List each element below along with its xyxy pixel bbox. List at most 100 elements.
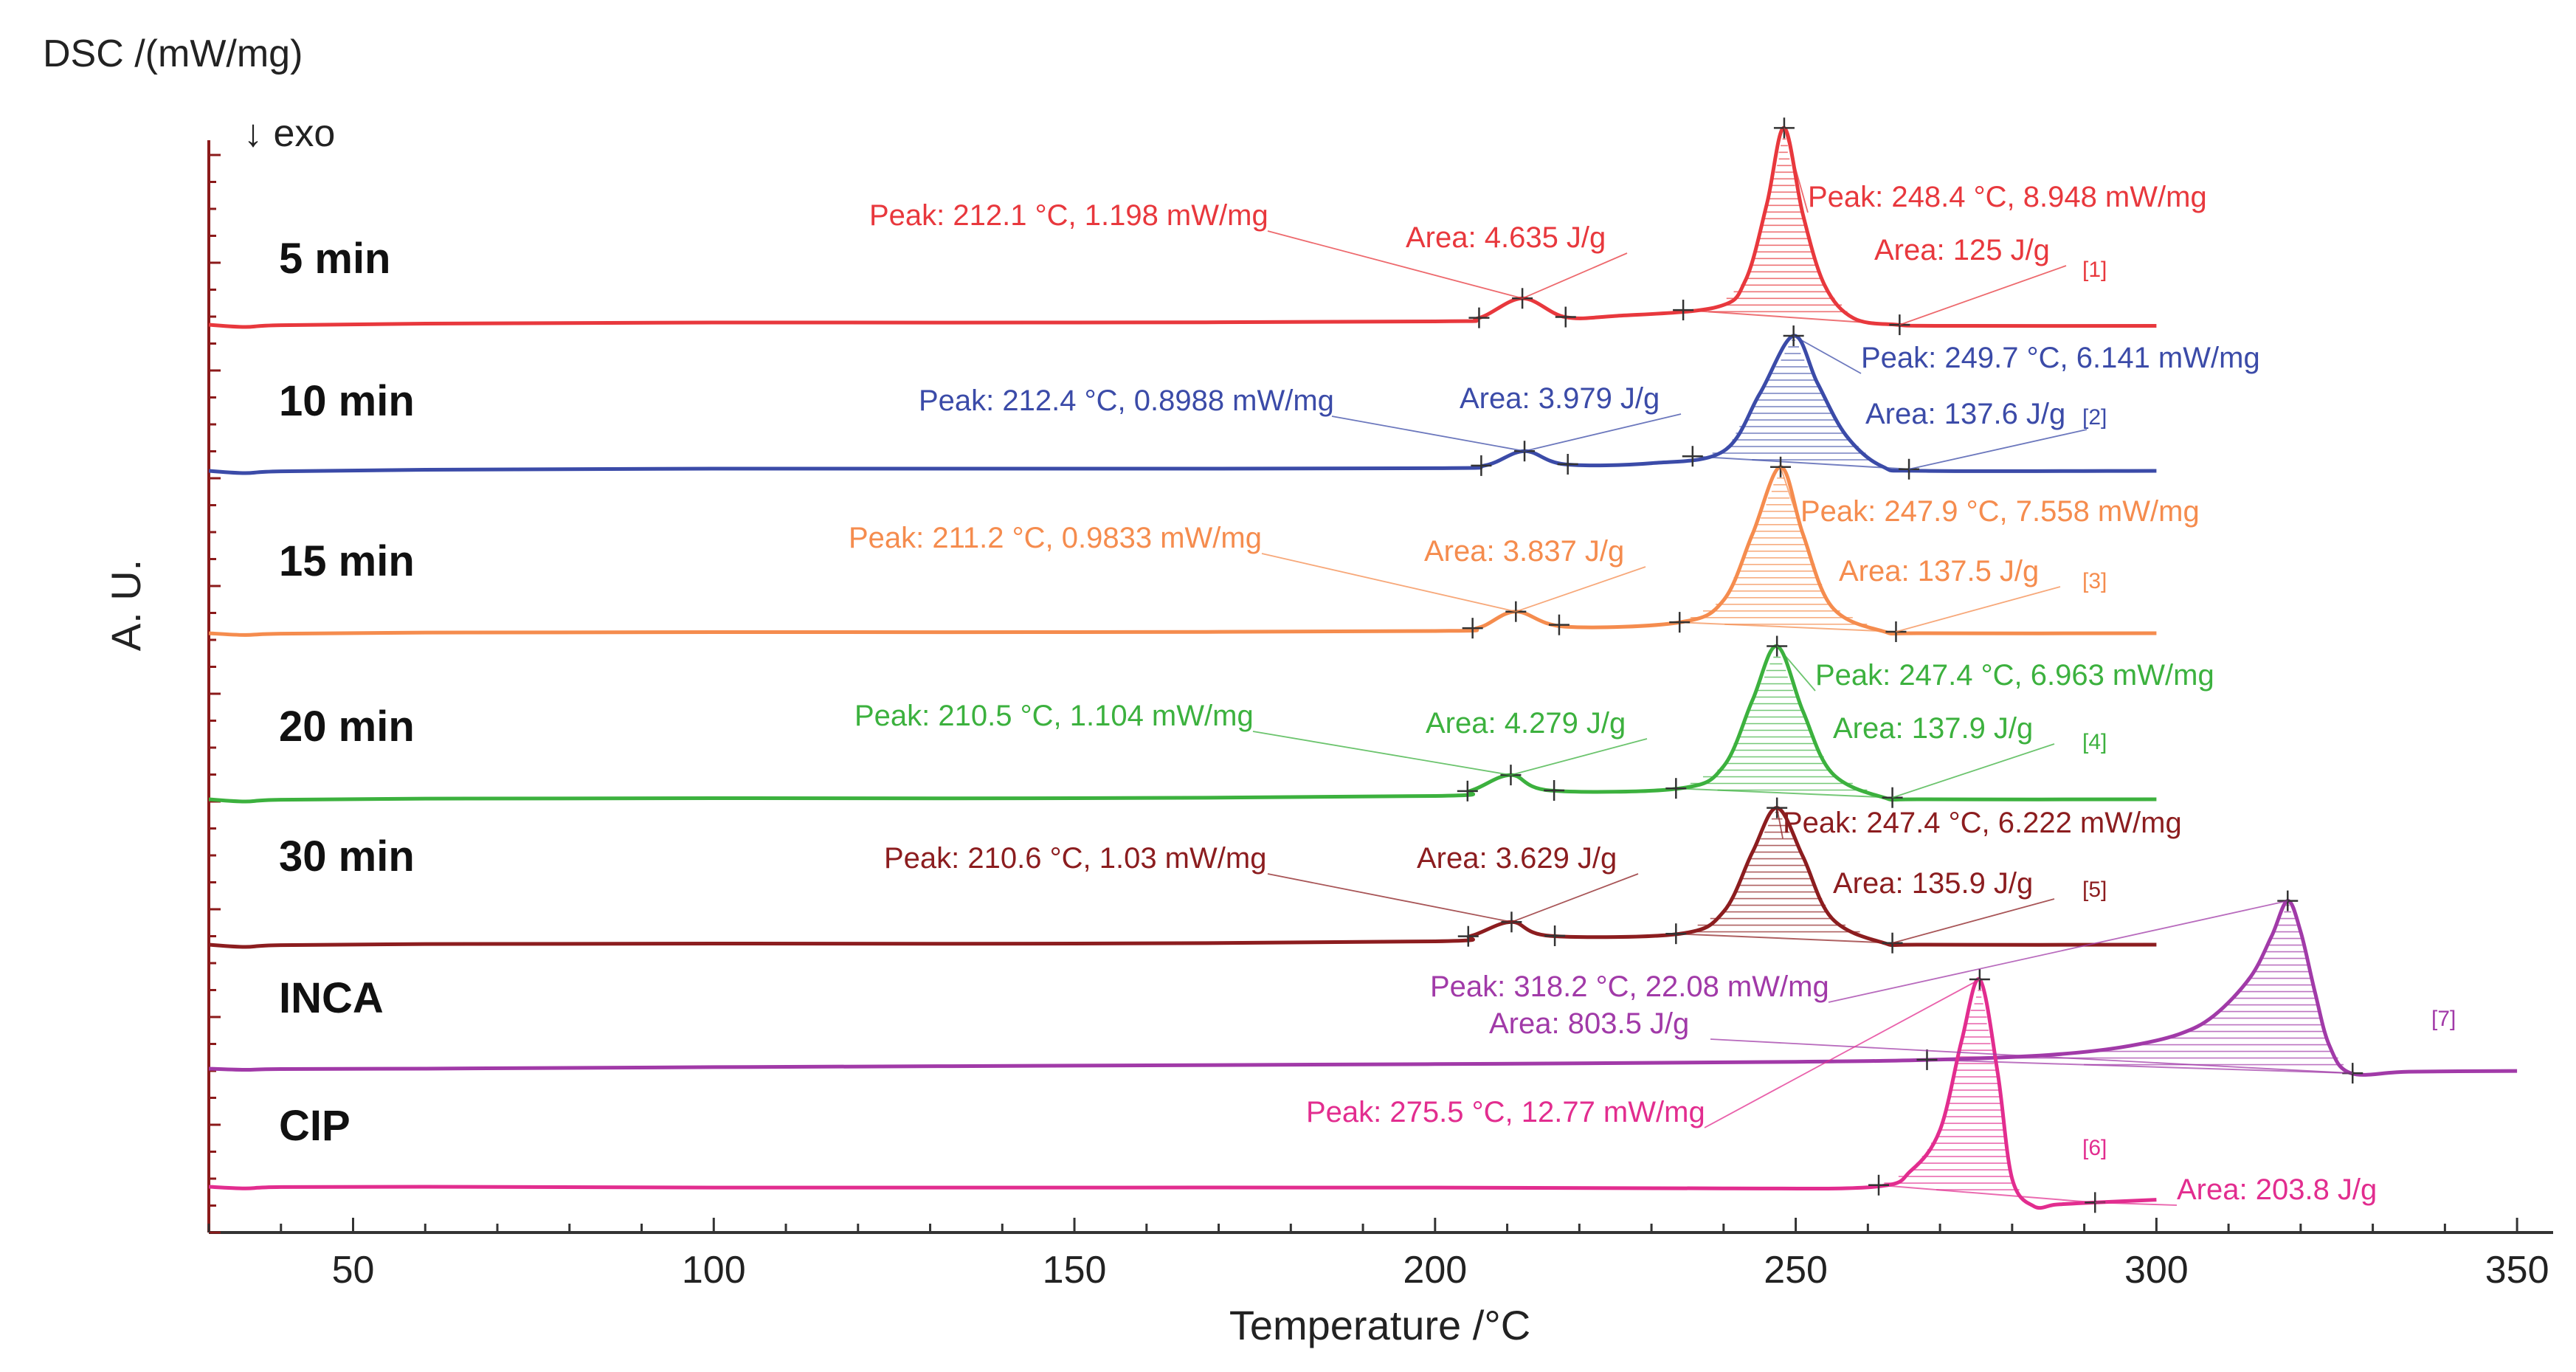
leader-line [1896, 586, 2061, 632]
annotation-30-min-1: Area: 3.629 J/g [1417, 842, 1617, 875]
leader-line [1710, 1038, 2353, 1075]
curve-index-5-min: [1] [2082, 258, 2107, 282]
leader-line [1776, 807, 1783, 839]
curve-inca [208, 899, 2518, 1077]
baseline-chord-30-min [1676, 933, 1893, 944]
annotation-10-min-0: Peak: 212.4 °C, 0.8988 mW/mg [919, 385, 1334, 417]
leader-line [1704, 979, 1981, 1128]
small-end-marker-20-min [1544, 779, 1565, 801]
onset-marker-30-min [1665, 923, 1687, 945]
x-tick-label: 100 [682, 1249, 746, 1292]
leader-line [1780, 466, 1801, 528]
leader-line [1793, 335, 1862, 374]
onset-marker-15-min [1669, 612, 1691, 633]
x-tick-label: 250 [1764, 1249, 1828, 1292]
leader-line [1899, 265, 2067, 325]
x-axis-title: Temperature /°C [1229, 1302, 1530, 1348]
onset-marker-20-min [1665, 778, 1687, 799]
x-tick-label: 50 [332, 1249, 375, 1292]
curve-index-10-min: [2] [2082, 405, 2107, 430]
curve-label-30-min: 30 min [279, 832, 415, 880]
annotation-5-min-2: Peak: 248.4 °C, 8.948 mW/mg [1808, 181, 2207, 213]
annotations: Peak: 212.1 °C, 1.198 mW/mg Area: 4.635 J… [849, 128, 2377, 1206]
annotation-cip-0: Peak: 275.5 °C, 12.77 mW/mg [1306, 1096, 1705, 1128]
annotation-30-min-3: Area: 135.9 J/g [1833, 867, 2033, 900]
leader-line [1252, 731, 1511, 776]
annotation-15-min-1: Area: 3.837 J/g [1424, 535, 1624, 568]
annotation-10-min-1: Area: 3.979 J/g [1460, 382, 1660, 415]
annotation-15-min-3: Area: 137.5 J/g [1839, 555, 2039, 587]
peak-hatch-5-min [1708, 138, 1848, 313]
leader-line [1516, 566, 1646, 613]
onset-marker-5-min [1673, 300, 1694, 321]
curve-index-inca: [7] [2431, 1007, 2456, 1031]
annotation-inca-0: Peak: 318.2 °C, 22.08 mW/mg [1430, 971, 1829, 1003]
baseline-chord-15-min [1679, 621, 1896, 632]
peak-hatch-20-min [1690, 656, 1868, 791]
leader-line [1331, 416, 1525, 452]
curve-index-30-min: [5] [2082, 878, 2107, 902]
leader-line [1783, 128, 1809, 213]
onset-marker-cip [1868, 1174, 1890, 1196]
annotation-30-min-0: Peak: 210.6 °C, 1.03 mW/mg [884, 842, 1266, 875]
curve-5-min [208, 125, 2157, 329]
curve-cip [208, 977, 2157, 1210]
small-onset-marker-5-min [1468, 307, 1490, 328]
annotation-10-min-2: Peak: 249.7 °C, 6.141 mW/mg [1861, 342, 2260, 374]
curve-label-cip: CIP [279, 1102, 351, 1150]
annotation-20-min-1: Area: 4.279 J/g [1426, 707, 1626, 740]
leader-line [1267, 230, 1523, 300]
dsc-axis-label: DSC /(mW/mg) [43, 32, 303, 75]
leader-line [1892, 743, 2055, 799]
annotation-inca-1: Area: 803.5 J/g [1489, 1007, 1689, 1040]
baseline-chord-10-min [1692, 455, 1910, 470]
curve-label-15-min: 15 min [279, 537, 415, 585]
curve-index-20-min: [4] [2082, 730, 2107, 754]
leader-line [1267, 873, 1512, 923]
curve-30-min [208, 806, 2157, 949]
leader-line [1776, 645, 1816, 692]
annotation-cip-1: Area: 203.8 J/g [2177, 1173, 2377, 1206]
leader-line [2095, 1202, 2178, 1206]
baseline-chord-cip [1878, 1184, 2096, 1204]
small-onset-marker-10-min [1471, 455, 1492, 476]
onset-marker-inca [1916, 1049, 1938, 1070]
axes: 50 100 150 200 250 300 350 [207, 140, 2553, 1292]
leader-line [1828, 900, 2288, 1003]
small-end-marker-10-min [1557, 454, 1578, 475]
peak-hatch-30-min [1685, 811, 1860, 933]
curve-label-inca: INCA [279, 974, 384, 1022]
curve-index-15-min: [3] [2082, 569, 2107, 593]
leader-line [1908, 429, 2088, 470]
x-tick-label: 200 [1403, 1249, 1467, 1292]
peak-hatch-15-min [1690, 477, 1868, 625]
small-end-marker-30-min [1544, 925, 1566, 946]
annotation-20-min-0: Peak: 210.5 °C, 1.104 mW/mg [854, 700, 1254, 732]
leader-line [1511, 873, 1639, 923]
annotation-15-min-2: Peak: 247.9 °C, 7.558 mW/mg [1800, 495, 2200, 528]
annotation-15-min-0: Peak: 211.2 °C, 0.9833 mW/mg [849, 522, 1262, 554]
peak-hatch-10-min [1712, 339, 1874, 461]
x-tick-label: 300 [2124, 1249, 2189, 1292]
annotation-10-min-3: Area: 137.6 J/g [1865, 398, 2065, 430]
annotation-5-min-3: Area: 125 J/g [1874, 234, 2050, 266]
peak-hatch-inca [1977, 904, 2344, 1066]
baseline-chord-20-min [1676, 787, 1893, 799]
leader-line [1261, 553, 1516, 613]
annotation-5-min-0: Peak: 212.1 °C, 1.198 mW/mg [869, 199, 1268, 232]
annotation-20-min-3: Area: 137.9 J/g [1833, 712, 2033, 745]
small-end-marker-15-min [1548, 614, 1570, 635]
leader-line [1510, 738, 1648, 776]
peak-hatch-cip [1884, 990, 2020, 1190]
onset-marker-10-min [1682, 446, 1703, 467]
x-tick-label: 350 [2485, 1249, 2549, 1292]
annotation-30-min-2: Peak: 247.4 °C, 6.222 mW/mg [1783, 807, 2182, 839]
exo-direction-label: ↓ exo [244, 112, 335, 155]
leader-line [1522, 252, 1628, 300]
peak-area-hatches [1676, 138, 2353, 1204]
annotation-5-min-1: Area: 4.635 J/g [1406, 221, 1606, 254]
x-tick-label: 150 [1043, 1249, 1107, 1292]
small-onset-marker-30-min [1457, 925, 1479, 947]
